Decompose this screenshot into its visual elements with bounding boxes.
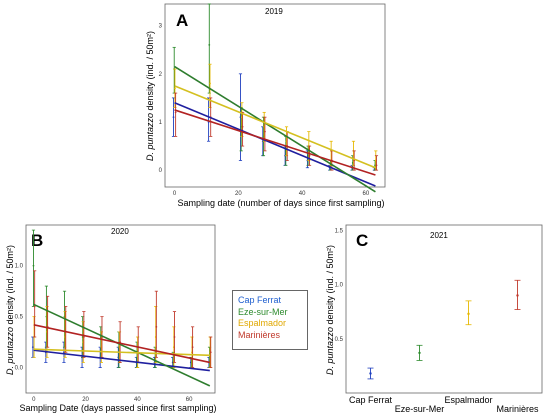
panel-b-ylabel: D. puntazzo density (ind. / 50m²) <box>5 245 15 375</box>
panel-c-ylabel-species: D. puntazzo <box>325 327 335 375</box>
legend-item-espalmador: Espalmador <box>238 318 287 328</box>
panel-a-ylabel: D. puntazzo density (ind. / 50m²) <box>145 31 155 161</box>
panel-c-ytick-label: 1.5 <box>335 228 344 234</box>
panel-b-trendline-cap-ferrat <box>33 349 210 372</box>
panel-c-point-espalmador <box>467 312 470 316</box>
panel-c-point-eze-sur-mer <box>418 351 421 355</box>
panel-b-marks: 0 20 40 60 0.0 0.5 1.0 <box>15 229 213 403</box>
panel-a-point-marinieres <box>375 164 378 167</box>
panel-b-point-marinieres <box>209 351 212 354</box>
panel-a-xlabel: Sampling date (number of days since firs… <box>177 198 384 208</box>
panel-b-xtick-label: 60 <box>186 397 193 403</box>
panel-a-letter: A <box>176 11 188 30</box>
panel-a-xtick-label: 40 <box>299 191 306 197</box>
panel-b-ytick-label: 0.5 <box>15 315 24 321</box>
panel-b-point-cap-ferrat <box>63 351 65 354</box>
panel-c-point-marinieres <box>516 294 519 297</box>
panel-a-ytick-label: 1 <box>159 120 163 126</box>
panel-b-year: 2020 <box>111 227 129 236</box>
panel-b-point-marinieres <box>155 325 158 328</box>
panel-a: A 2019 Sampling date (number of days sin… <box>145 3 386 208</box>
panel-c-ylabel-unit: density (ind. / 50m²) <box>325 245 335 327</box>
panel-b-point-cap-ferrat <box>31 346 34 349</box>
panel-c-category-label-eze-sur-mer: Eze-sur-Mer <box>395 404 445 414</box>
panel-c-year: 2021 <box>430 231 448 240</box>
panel-a-trendline-marinieres <box>174 109 376 176</box>
panel-a-point-espalmador <box>209 82 211 85</box>
panel-b-trendline-espalmador <box>33 348 210 357</box>
panel-b-point-marinieres <box>33 305 36 308</box>
legend-item-cap-ferrat: Cap Ferrat <box>238 295 282 305</box>
panel-b-trendline-marinieres <box>33 323 210 364</box>
panel-a-xtick-label: 20 <box>235 191 242 197</box>
panel-a-point-marinieres <box>308 154 311 157</box>
panel-a-ytick-label: 2 <box>159 72 163 78</box>
panel-a-ylabel-unit: density (ind. / 50m²) <box>145 31 155 113</box>
panel-b-ylabel-species: D. puntazzo <box>5 327 15 375</box>
panel-b-xtick-label: 0 <box>32 397 36 403</box>
panel-b-trendline-eze-sur-mer <box>33 303 211 387</box>
panel-a-point-marinieres <box>241 125 244 128</box>
panel-a-xtick-label: 60 <box>363 191 370 197</box>
panel-a-point-marinieres <box>174 111 177 114</box>
panel-a-point-marinieres <box>263 130 266 133</box>
panel-a-trendline-cap-ferrat <box>174 101 376 187</box>
panel-b-point-marinieres <box>82 336 85 338</box>
legend: Cap Ferrat Eze-sur-Mer Espalmador Marini… <box>232 290 308 350</box>
panel-c-marks: 0.5 1.0 1.5 Cap FerratEze-sur-MerEspalmador… <box>335 228 539 414</box>
panel-a-ylabel-species: D. puntazzo <box>145 113 155 161</box>
panel-b-point-marinieres <box>191 346 194 349</box>
panel-c-ytick-label: 0.5 <box>335 337 344 343</box>
panel-c-category-label-marinieres: Marinières <box>496 404 539 414</box>
panel-a-trendline-eze-sur-mer <box>174 65 376 193</box>
panel-b-ytick-label: 0.0 <box>15 366 24 372</box>
panel-a-point-espalmador <box>174 87 176 90</box>
panel-c: C 2021 D. puntazzo density (ind. / 50m²)… <box>325 224 543 414</box>
panel-c-ytick-label: 1.0 <box>335 283 344 289</box>
panel-a-ytick-label: 0 <box>159 168 163 174</box>
panel-c-category-label-cap-ferrat: Cap Ferrat <box>349 395 393 405</box>
panel-b-point-marinieres <box>173 336 176 338</box>
legend-item-eze-sur-mer: Eze-sur-Mer <box>238 306 288 317</box>
panel-a-trendline-espalmador <box>174 85 376 169</box>
panel-a-xtick-label: 0 <box>173 191 177 197</box>
panel-b-xtick-label: 20 <box>82 397 89 403</box>
panel-a-point-cap-ferrat <box>172 116 175 119</box>
panel-c-frame <box>345 224 543 394</box>
panel-a-year: 2019 <box>265 7 283 16</box>
panel-b-point-eze-sur-mer <box>32 264 35 267</box>
legend-item-marinieres: Marinières <box>238 329 281 340</box>
panel-a-marks: 0 20 40 60 0 1 2 3 <box>159 3 379 197</box>
panel-b-xtick-label: 40 <box>134 397 141 403</box>
panel-a-ytick-label: 3 <box>159 24 163 30</box>
panel-b-frame <box>25 224 216 394</box>
panel-b-xlabel: Sampling Date (days passed since first s… <box>19 403 216 413</box>
panel-b: B 2020 Sampling Date (days passed since … <box>5 224 217 413</box>
panel-b-ylabel-unit: density (ind. / 50m²) <box>5 245 15 327</box>
panel-a-point-eze-sur-mer <box>208 44 211 46</box>
panel-c-category-label-espalmador: Espalmador <box>444 395 492 405</box>
panel-c-point-cap-ferrat <box>369 372 372 375</box>
panel-b-letter: B <box>31 231 43 250</box>
panel-c-ylabel: D. puntazzo density (ind. / 50m²) <box>325 245 335 375</box>
panel-b-ytick-label: 1.0 <box>15 264 24 270</box>
panel-c-letter: C <box>356 231 368 250</box>
